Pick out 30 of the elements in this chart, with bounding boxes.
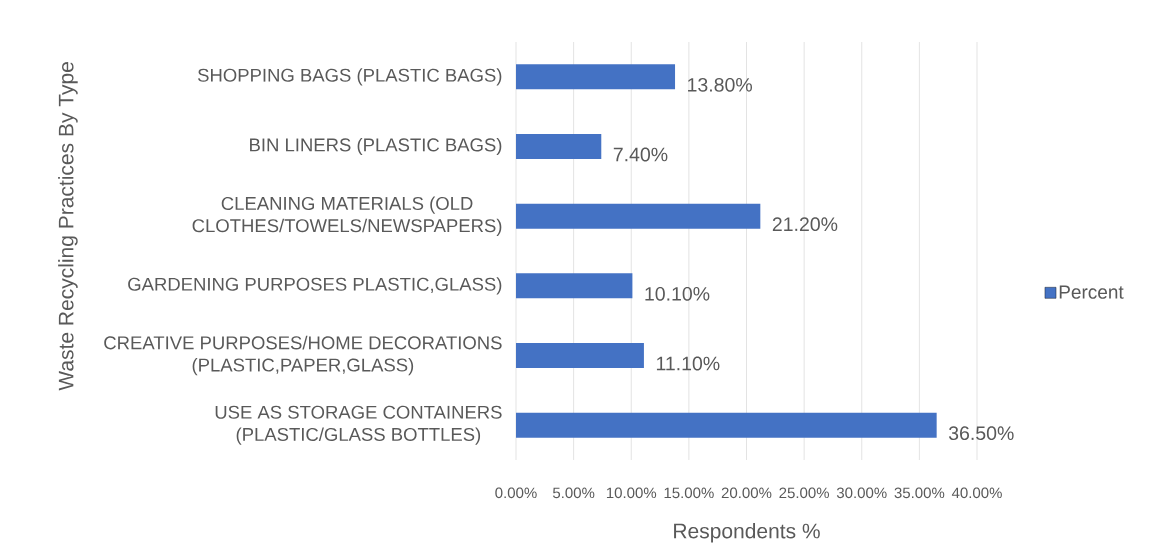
x-tick-label: 20.00% — [721, 487, 772, 499]
data-label: 21.20% — [772, 217, 838, 232]
x-tick-label: 5.00% — [552, 487, 595, 499]
bar — [516, 273, 633, 299]
x-tick-label: 0.00% — [495, 487, 537, 499]
data-label: 10.10% — [645, 286, 710, 301]
data-label: 7.40% — [613, 147, 668, 162]
bar — [516, 134, 602, 159]
data-label: 13.80% — [688, 77, 753, 92]
bar — [516, 343, 644, 368]
x-tick-label: 15.00% — [664, 487, 714, 499]
bar — [516, 412, 937, 438]
y-tick-label: CREATIVE PURPOSES/HOME DECORATIONS (PLASTIC,PAPER,GLASS) — [104, 335, 502, 376]
data-label: 36.50% — [948, 426, 1014, 441]
y-tick-label: CLEANING MATERIALS (OLD CLOTHES/TOWELS/NEWSPAPERS) — [192, 196, 502, 236]
legend-label: Percent — [1059, 285, 1124, 299]
y-tick-label: USE AS STORAGE CONTAINERS (PLASTIC/GLASS BOTTLES) — [215, 405, 502, 445]
x-tick-label: 10.00% — [606, 487, 657, 499]
y-tick-label: BIN LINERS (PLASTIC BAGS) — [250, 137, 502, 156]
x-tick-label: 30.00% — [836, 487, 887, 499]
x-tick-label: 35.00% — [894, 487, 945, 499]
bar — [516, 203, 761, 229]
y-tick-label: SHOPPING BAGS (PLASTIC BAGS) — [197, 68, 502, 86]
x-tick-label: 40.00% — [951, 487, 1002, 499]
y-axis-title: Waste Recycling Practices By Type — [58, 62, 78, 391]
x-axis-title: Respondents % — [674, 523, 820, 543]
data-label: 11.10% — [656, 356, 720, 371]
y-tick-label: GARDENING PURPOSES PLASTIC,GLASS) — [128, 277, 502, 295]
bar — [516, 64, 676, 90]
x-tick-label: 25.00% — [779, 487, 830, 499]
